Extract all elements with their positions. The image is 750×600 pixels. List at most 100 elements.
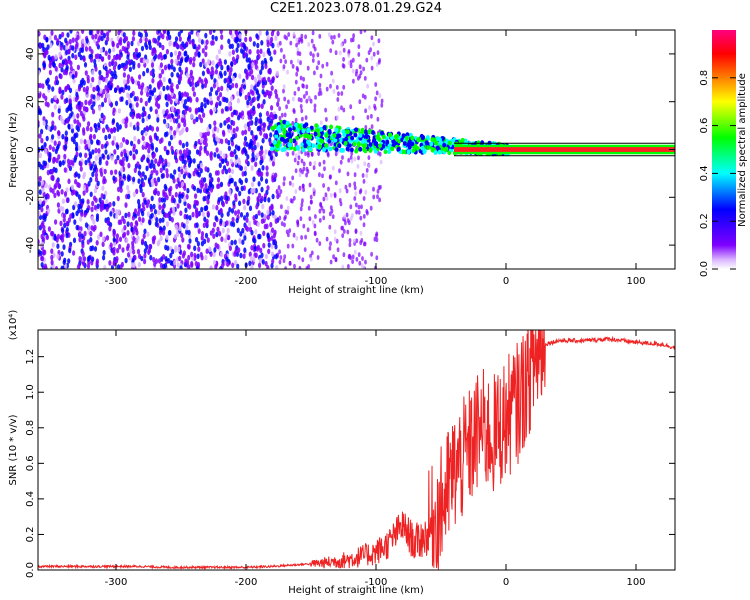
spectrogram-cell [187, 229, 191, 236]
spectrogram-cell [359, 30, 363, 35]
spectrogram-cell [271, 193, 275, 200]
spectrogram-cell [79, 161, 83, 167]
spectrogram-cell [292, 232, 296, 238]
spectrogram-cell [143, 174, 147, 181]
spectrogram-cell [317, 60, 321, 66]
spectrogram-cell [372, 186, 375, 192]
spectrogram-cell [339, 201, 343, 207]
spectrogram-cell [165, 48, 169, 55]
spectrogram-cell [379, 159, 383, 165]
spectrogram-cell [238, 73, 242, 79]
spectrogram-cell [126, 54, 130, 60]
spectrogram-cell [258, 112, 262, 118]
spectrogram-cell [166, 85, 170, 91]
spectrogram-cell [201, 70, 205, 77]
spectrogram-cell [206, 99, 210, 106]
spectrogram-cell [217, 48, 222, 55]
spectrogram-cell [162, 225, 166, 231]
spectrogram-cell [190, 30, 194, 35]
spectrogram-cell [196, 261, 201, 268]
spectrogram-cell [108, 201, 112, 208]
spectrogram-cell [211, 60, 215, 66]
spectrogram-cell [340, 91, 344, 96]
spectrogram-cell [220, 251, 224, 258]
spectrogram-cell [133, 167, 137, 174]
spectrogram-cell [185, 92, 189, 98]
spectrogram-cell [145, 141, 149, 148]
spectrogram-cell [83, 139, 87, 145]
spectrogram-cell [125, 156, 129, 162]
spectrogram-cell [87, 225, 91, 231]
spectrogram-cell [112, 229, 116, 236]
spectrogram-cell [316, 255, 320, 260]
spectrogram-cell [322, 208, 326, 214]
spectrogram-cell [110, 70, 114, 77]
spectrogram-cell [100, 193, 104, 199]
spectrogram-cell [363, 30, 367, 33]
spectrogram-cell [102, 88, 106, 95]
spectrogram-cell [69, 60, 73, 67]
spectrogram-cell [176, 231, 180, 238]
spectrogram-cell [191, 86, 195, 92]
spectrogram-cell [315, 237, 319, 243]
spectrogram-cell [218, 230, 222, 237]
spectrogram-cell [284, 59, 287, 64]
spectrogram-cell [299, 216, 303, 222]
spectrogram-cell [213, 259, 217, 266]
spectrogram-cell [52, 156, 56, 163]
spectrogram-cell [140, 177, 144, 184]
spectrogram-cell [149, 106, 153, 112]
spectrogram-cell [90, 104, 94, 111]
x-tick-label: 0 [503, 276, 509, 287]
spectrogram-cell [433, 150, 438, 156]
spectrogram-cell [54, 266, 59, 269]
spectrogram-cell [223, 59, 227, 65]
spectrogram-cell [42, 116, 46, 122]
spectrogram-cell [228, 51, 232, 57]
spectrogram-cell [205, 248, 209, 254]
spectrogram-cell [125, 116, 129, 122]
y-tick-label: 0.0 [25, 562, 36, 578]
spectrogram-cell [324, 192, 328, 198]
spectrogram-cell [324, 107, 327, 113]
spectrogram-cell [253, 85, 257, 91]
spectrogram-cell [75, 91, 79, 98]
spectrogram-cell [45, 234, 50, 241]
spectrogram-cell [38, 133, 42, 139]
spectrogram-cell [48, 35, 52, 41]
spectrogram-cell [299, 97, 303, 103]
spectrogram-cell [108, 225, 112, 232]
spectrogram-cell [58, 33, 62, 40]
spectrogram-cell [274, 253, 278, 260]
spectrogram-cell [278, 40, 282, 46]
spectrogram-cell [357, 52, 361, 57]
spectrogram-cell [311, 58, 315, 63]
spectrogram-cell [219, 266, 223, 269]
spectrogram-cell [170, 217, 174, 223]
spectrogram-cell [282, 127, 287, 133]
spectrogram-cell [165, 122, 169, 129]
spectrogram-cell [212, 133, 216, 139]
spectrogram-cell [343, 38, 347, 44]
spectrogram-cell [190, 80, 195, 87]
spectrogram-cell [117, 209, 121, 215]
spectrogram-cell [75, 41, 79, 48]
spectrogram-cell [124, 48, 128, 54]
spectrogram-cell [180, 168, 184, 175]
spectrogram-cell [145, 125, 149, 131]
spectrogram-cell [199, 137, 204, 144]
spectrogram-cell [72, 114, 76, 120]
spectrogram-cell [115, 213, 119, 220]
spectrogram-cell [307, 152, 310, 158]
spectrogram-cell [308, 135, 312, 141]
spectrogram-cell [68, 98, 72, 104]
spectrogram-cell [269, 56, 273, 62]
spectrogram-cell [91, 200, 95, 207]
spectrogram-cell [353, 196, 357, 201]
spectrogram-cell [298, 265, 302, 269]
spectrogram-cell [42, 93, 46, 99]
spectrogram-cell [215, 136, 219, 142]
spectrogram-cell [371, 130, 375, 135]
spectrogram-cell [230, 239, 234, 246]
spectrogram-cell [213, 247, 217, 253]
